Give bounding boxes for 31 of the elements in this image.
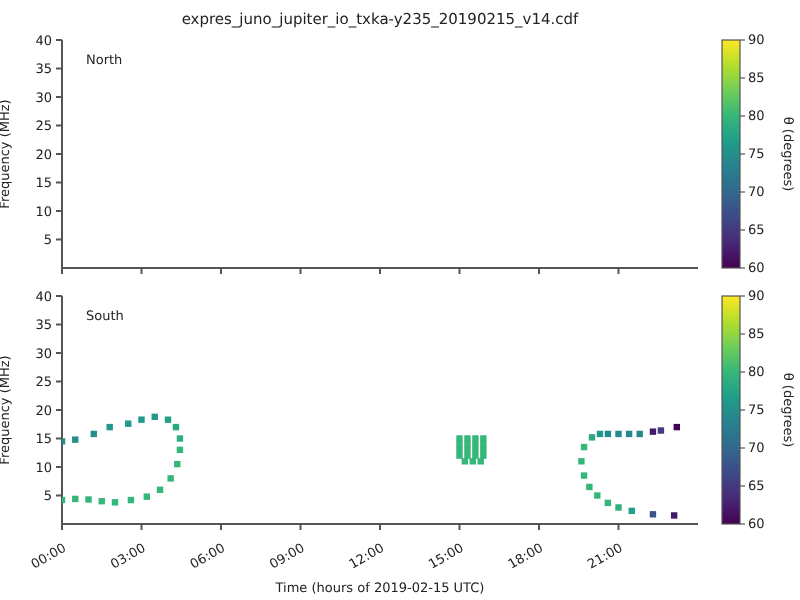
point	[615, 430, 622, 438]
point	[477, 458, 484, 465]
point	[472, 452, 479, 459]
point	[615, 504, 622, 511]
point	[480, 452, 487, 459]
point	[72, 436, 79, 443]
point	[456, 435, 463, 442]
point	[176, 435, 184, 442]
point	[594, 492, 601, 499]
point	[588, 434, 596, 441]
point	[578, 458, 585, 465]
point	[649, 428, 657, 435]
point	[649, 511, 657, 518]
point	[111, 499, 119, 506]
point	[85, 496, 92, 503]
point	[586, 483, 593, 491]
point	[461, 458, 468, 465]
point	[164, 416, 172, 423]
point	[657, 427, 665, 434]
point	[670, 512, 678, 519]
point	[469, 458, 476, 465]
point	[580, 472, 588, 479]
point	[167, 475, 174, 482]
point	[138, 416, 145, 423]
point	[143, 493, 150, 500]
point	[125, 420, 132, 427]
point	[472, 435, 479, 442]
point	[480, 435, 487, 442]
point	[464, 452, 471, 459]
point	[456, 452, 463, 459]
point	[464, 435, 471, 442]
